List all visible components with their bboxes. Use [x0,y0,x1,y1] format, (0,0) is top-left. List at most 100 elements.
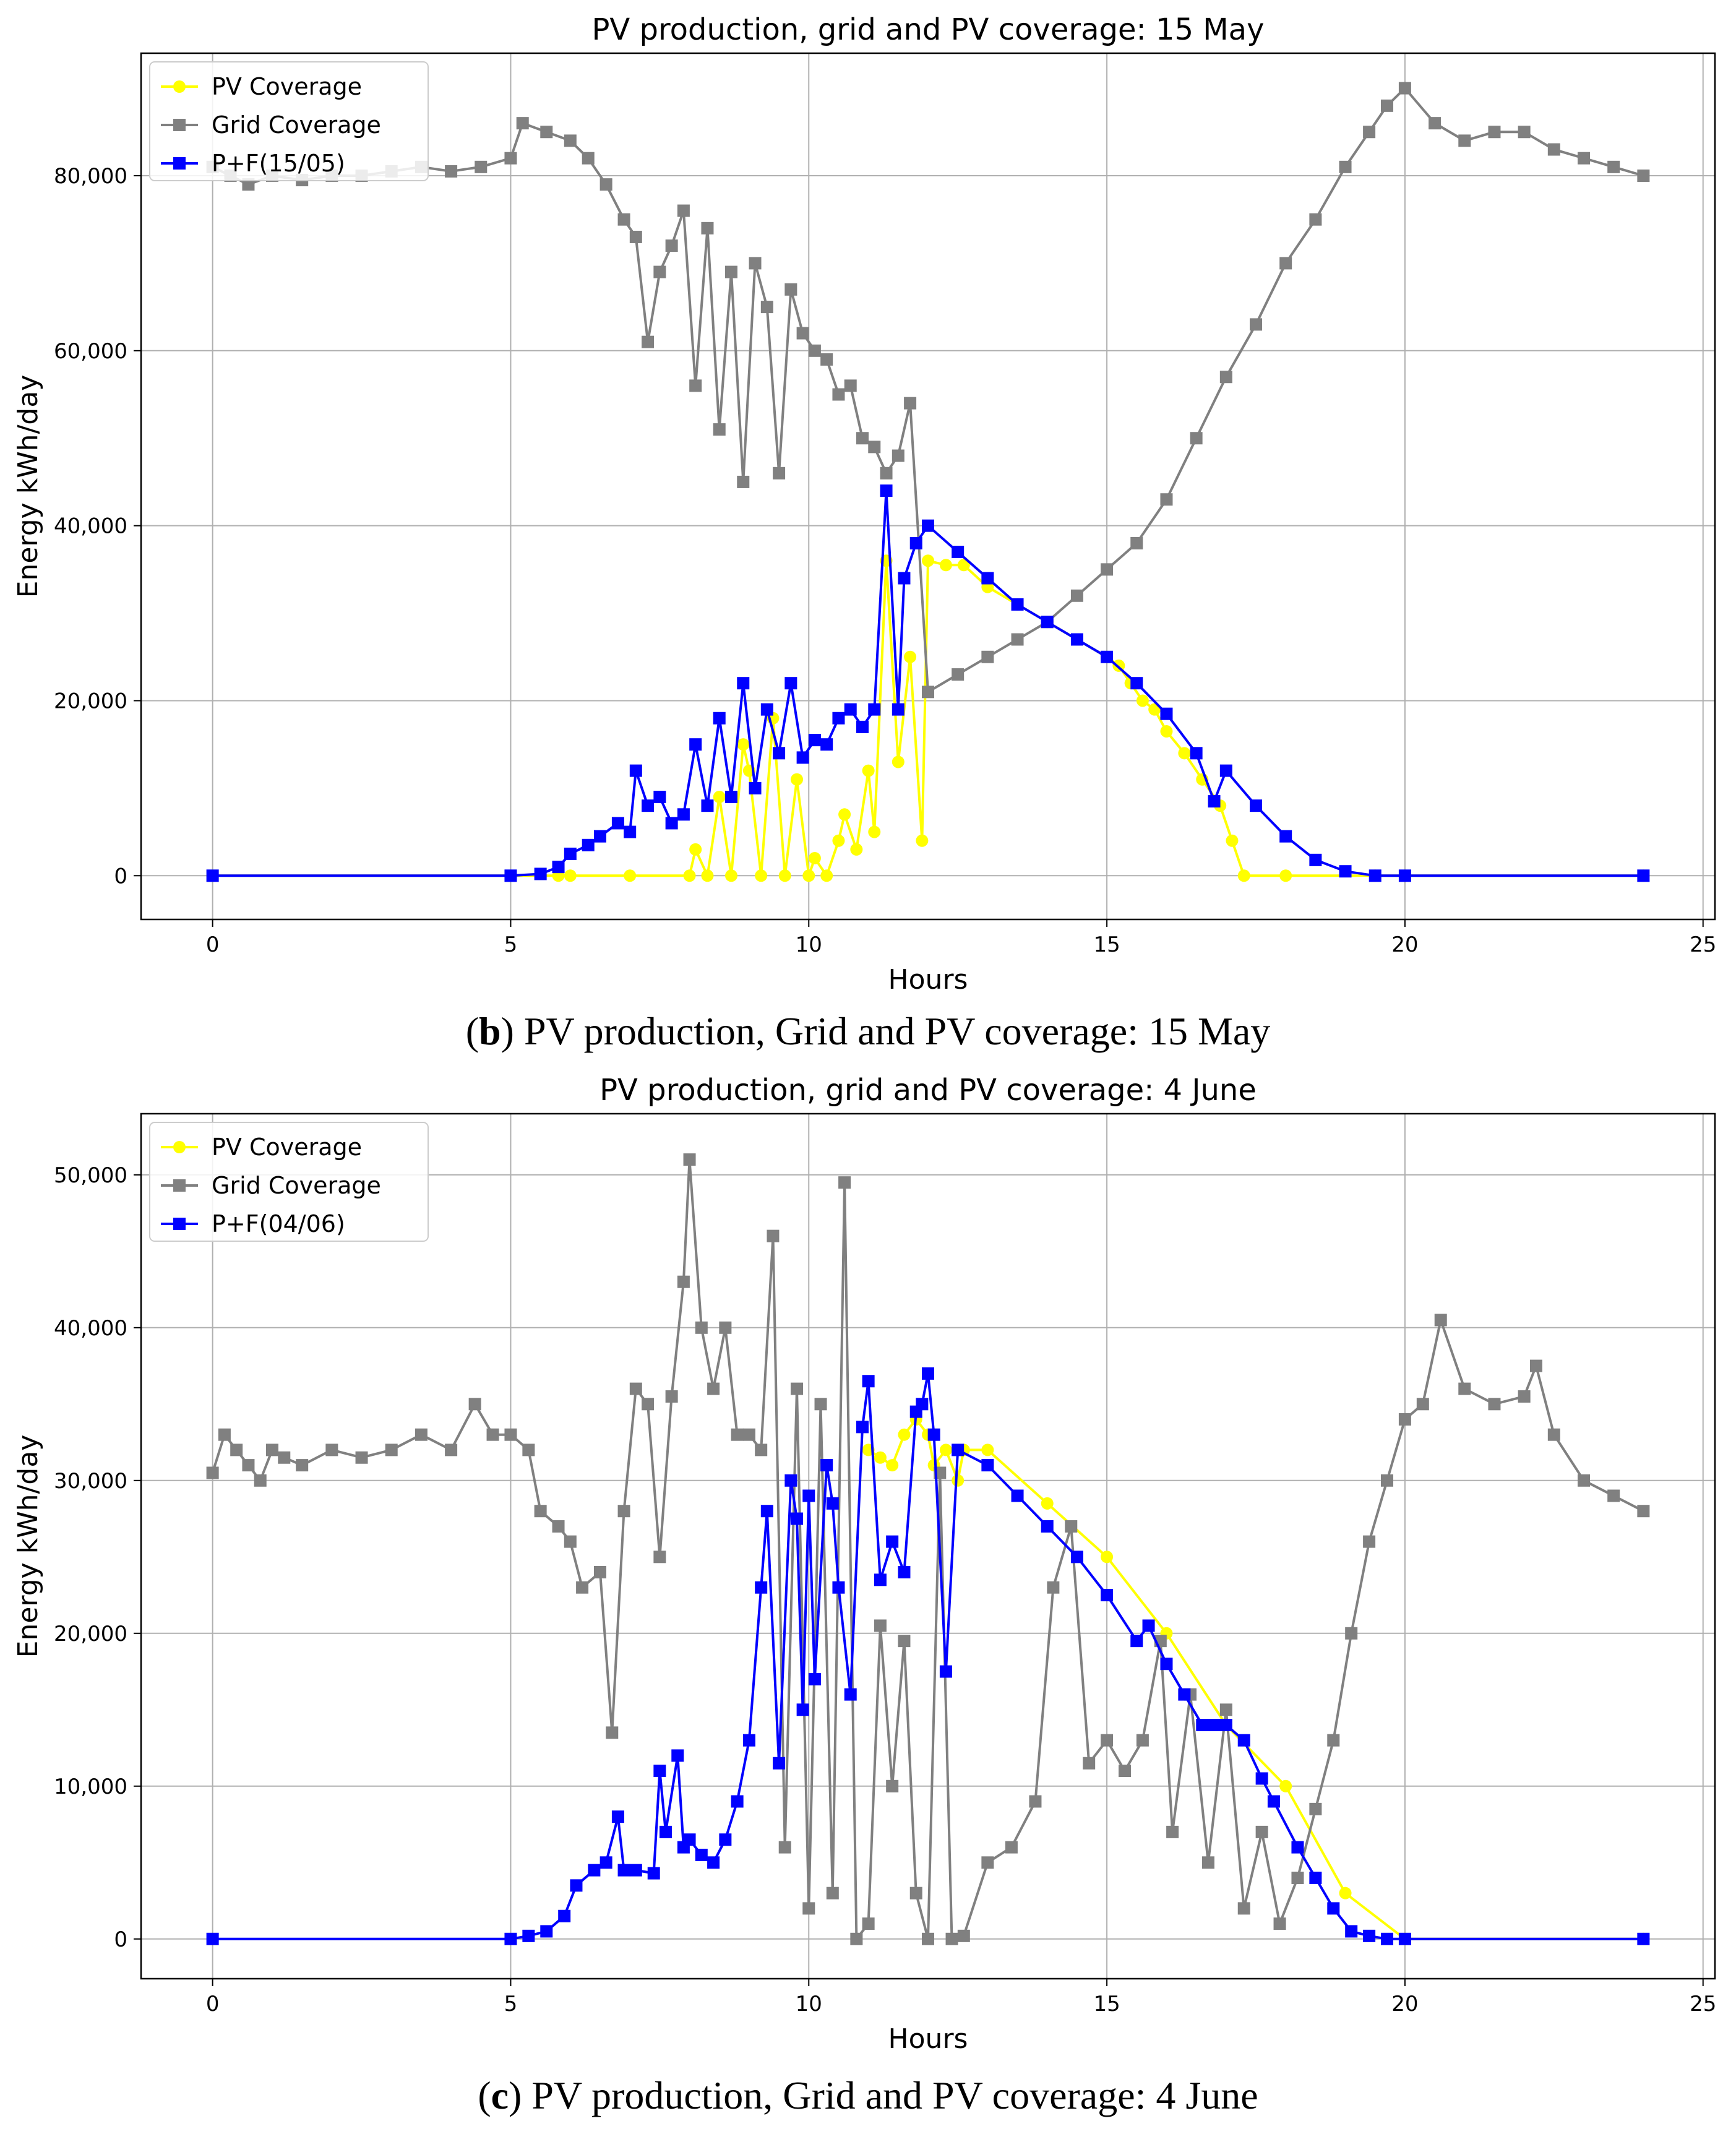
c0-point-grid-coverage [701,222,714,234]
c0-point-p-f-15-05 [880,484,893,497]
c0-point-p-f-15-05 [1398,869,1411,882]
c1-legend-label-grid-coverage: Grid Coverage [212,1172,381,1199]
c1-point-grid-coverage [266,1444,278,1456]
c1-point-p-f-04-06 [695,1848,708,1861]
c0-point-pv-coverage [689,843,702,856]
c0-series-grid-coverage [206,82,1650,699]
c0-point-pv-coverage [802,869,815,882]
c1-point-grid-coverage [778,1841,791,1854]
c1-point-p-f-04-06 [1398,1932,1411,1945]
c0-point-grid-coverage [1458,134,1471,147]
c1-point-grid-coverage [1518,1390,1531,1403]
c1-x-tick-label: 10 [796,1992,822,2016]
c0-point-pv-coverage [892,755,905,768]
c1-point-grid-coverage [898,1635,911,1648]
c1-point-p-f-04-06 [862,1375,875,1388]
caption-b-text: PV production, Grid and PV coverage: 15 … [513,1009,1271,1053]
c1-x-tick-label: 25 [1690,1992,1716,2016]
c1-point-p-f-04-06 [1196,1718,1209,1731]
c0-point-grid-coverage [1279,257,1292,270]
c1-point-pv-coverage [886,1459,899,1472]
c1-point-p-f-04-06 [981,1459,994,1472]
c0-point-grid-coverage [880,467,893,480]
c0-point-pv-coverage [832,834,845,847]
chart-15-may: PV production, grid and PV coverage: 15 … [12,12,1716,996]
c0-point-pv-coverage [1237,869,1250,882]
c0-point-grid-coverage [1381,99,1393,112]
c0-point-grid-coverage [1309,213,1322,226]
c1-point-grid-coverage [1458,1382,1471,1395]
c0-point-grid-coverage [892,449,905,462]
c1-point-p-f-04-06 [1309,1871,1322,1884]
c0-point-grid-coverage [1130,536,1143,549]
c0-point-grid-coverage [642,335,655,348]
c0-point-p-f-15-05 [868,703,881,716]
c0-point-p-f-15-05 [534,867,547,880]
c1-point-grid-coverage [767,1229,780,1242]
c1-point-p-f-04-06 [1327,1902,1340,1915]
c1-point-grid-coverage [1637,1505,1650,1518]
c0-point-grid-coverage [952,668,965,681]
c1-point-grid-coverage [1166,1825,1179,1838]
c1-point-grid-coverage [683,1153,696,1166]
caption-b: (b) PV production, Grid and PV coverage:… [465,1009,1271,1053]
c0-point-grid-coverage [713,423,726,436]
c1-point-p-f-04-06 [1041,1520,1054,1533]
c0-point-p-f-15-05 [808,734,821,747]
c1-point-p-f-04-06 [760,1505,773,1518]
c1-point-pv-coverage [874,1451,887,1464]
c1-point-p-f-04-06 [886,1535,899,1548]
c0-point-p-f-15-05 [1130,677,1143,690]
c0-point-p-f-15-05 [689,738,702,751]
c0-point-grid-coverage [904,397,917,410]
c1-point-grid-coverage [1345,1627,1358,1640]
c1-y-tick-label: 50,000 [54,1163,127,1188]
c1-chart-title: PV production, grid and PV coverage: 4 J… [599,1073,1257,1108]
c1-point-grid-coverage [576,1581,589,1594]
c0-point-grid-coverage [1250,318,1262,331]
c1-point-grid-coverage [1578,1474,1590,1487]
c1-point-p-f-04-06 [927,1428,940,1441]
c1-point-grid-coverage [445,1444,458,1456]
c1-point-p-f-04-06 [522,1929,535,1942]
c1-y-tick-label: 0 [114,1927,127,1952]
c1-x-tick-label: 0 [206,1992,220,2016]
c1-point-p-f-04-06 [504,1932,517,1945]
c1-point-grid-coverage [1363,1535,1376,1548]
c1-point-grid-coverage [802,1902,815,1915]
c0-point-p-f-15-05 [844,703,857,716]
c1-point-p-f-04-06 [832,1581,845,1594]
c0-point-p-f-15-05 [1369,869,1381,882]
c1-point-grid-coverage [814,1398,827,1411]
c0-x-tick-label: 25 [1690,932,1716,957]
c0-point-grid-coverage [784,283,797,296]
c1-point-p-f-04-06 [1101,1589,1114,1602]
c0-point-p-f-15-05 [713,712,726,725]
c0-point-grid-coverage [1070,589,1083,602]
c1-point-p-f-04-06 [719,1833,732,1846]
c0-point-pv-coverage [957,559,970,572]
c1-point-grid-coverage [731,1428,744,1441]
c0-point-grid-coverage [1160,493,1173,506]
c0-point-grid-coverage [1547,143,1560,156]
c0-point-p-f-15-05 [1160,707,1173,720]
c0-y-tick-label: 60,000 [54,339,127,364]
c0-point-p-f-15-05 [832,712,845,725]
c1-point-grid-coverage [642,1398,655,1411]
c1-point-grid-coverage [468,1398,481,1411]
c0-series-pv-coverage [206,554,1650,882]
c0-point-grid-coverage [665,239,678,252]
c1-point-p-f-04-06 [1237,1734,1250,1747]
c1-point-p-f-04-06 [1291,1841,1304,1854]
c0-point-grid-coverage [677,204,690,217]
c0-series-p-f-15-05 [206,484,1650,882]
c0-legend-marker-p-f-15-05 [173,157,186,170]
c0-point-p-f-15-05 [642,799,655,812]
c1-point-grid-coverage [791,1382,803,1395]
c1-point-p-f-04-06 [617,1864,630,1877]
c0-point-p-f-15-05 [1309,853,1322,866]
c1-point-grid-coverage [278,1451,291,1464]
c0-point-p-f-15-05 [701,799,714,812]
c1-point-pv-coverage [952,1474,965,1487]
c0-point-grid-coverage [1363,126,1376,139]
